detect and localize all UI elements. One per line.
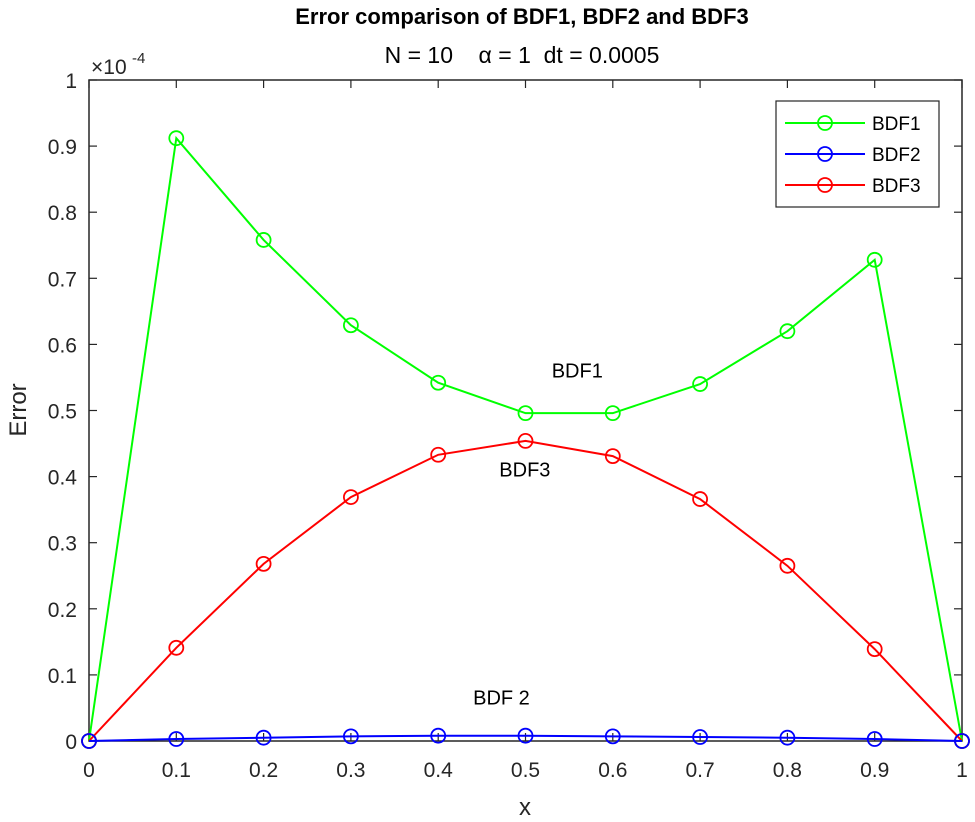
- chart-title: Error comparison of BDF1, BDF2 and BDF3: [295, 4, 749, 29]
- data-point-marker: [604, 448, 621, 465]
- data-point-marker: [517, 433, 534, 449]
- chart-subtitle: N = 10 α = 1 dt = 0.0005: [385, 42, 660, 68]
- y-tick-label: 0.3: [48, 533, 77, 556]
- y-axis-ticks: 0 0.1 0.2 0.3 0.4 0.5 0.6 0.7 0.8 0.9 1: [48, 70, 962, 754]
- annotation-label: BDF 2: [473, 688, 530, 710]
- x-axis-label: x: [519, 794, 531, 821]
- data-point-marker: [866, 641, 883, 658]
- data-point-marker: [342, 317, 359, 334]
- x-axis-ticks: 0 0.1 0.2 0.3 0.4 0.5 0.6 0.7 0.8 0.9 1: [83, 80, 968, 782]
- svg-text:×10: ×10: [91, 56, 127, 79]
- x-tick-label: 0.9: [860, 759, 889, 782]
- x-tick-label: 0.4: [424, 759, 454, 782]
- data-point-marker: [692, 491, 708, 507]
- data-point-marker: [779, 729, 796, 746]
- y-tick-label: 0.5: [48, 401, 77, 424]
- data-point-marker: [255, 232, 272, 248]
- data-point-marker: [342, 489, 359, 505]
- legend-marker-icon: [817, 115, 833, 131]
- data-point-marker: [255, 729, 272, 746]
- data-point-marker: [604, 728, 621, 745]
- data-point-marker: [779, 557, 796, 574]
- data-point-marker: [81, 733, 97, 749]
- series-line: [88, 439, 963, 742]
- data-point-marker: [692, 376, 708, 392]
- x-tick-label: 0: [83, 759, 95, 782]
- data-point-marker: [866, 731, 883, 747]
- data-point-marker: [692, 729, 708, 745]
- legend-marker-icon: [817, 146, 833, 162]
- legend-item-bdf3: BDF3: [785, 176, 921, 197]
- y-tick-label: 0.9: [48, 136, 77, 159]
- legend-label: BDF1: [872, 114, 921, 135]
- data-series: [81, 130, 970, 749]
- x-tick-label: 1: [956, 759, 968, 782]
- x-tick-label: 0.3: [336, 759, 365, 782]
- data-point-marker: [430, 446, 447, 463]
- chart-annotations: BDF1 BDF3 BDF 2: [473, 360, 603, 709]
- x-tick-label: 0.1: [162, 759, 191, 782]
- legend: BDF1 BDF2 BDF3: [775, 100, 940, 208]
- series-line: [88, 734, 963, 742]
- y-tick-label: 0.6: [48, 334, 77, 357]
- legend-item-bdf2: BDF2: [785, 145, 921, 166]
- data-point-marker: [168, 731, 185, 747]
- svg-text:-4: -4: [132, 50, 145, 67]
- y-exponent-label: ×10 -4: [91, 50, 145, 79]
- data-point-marker: [430, 374, 447, 391]
- data-point-marker: [866, 251, 883, 268]
- data-point-marker: [517, 727, 534, 744]
- x-tick-label: 0.5: [511, 759, 540, 782]
- annotation-label: BDF1: [552, 360, 603, 382]
- y-tick-label: 0.2: [48, 599, 77, 622]
- series-line: [88, 135, 963, 742]
- data-point-marker: [954, 733, 970, 749]
- legend-item-bdf1: BDF1: [785, 114, 921, 135]
- x-tick-label: 0.2: [249, 759, 278, 782]
- y-tick-label: 1: [65, 70, 77, 93]
- y-tick-label: 0.8: [48, 202, 77, 225]
- data-point-marker: [779, 323, 796, 340]
- y-tick-label: 0.1: [48, 665, 77, 688]
- data-point-marker: [168, 130, 185, 147]
- data-point-marker: [604, 405, 621, 422]
- data-point-marker: [517, 405, 534, 422]
- x-tick-label: 0.7: [685, 759, 714, 782]
- legend-label: BDF3: [872, 176, 921, 197]
- series-bdf2: [81, 727, 970, 749]
- y-tick-label: 0.7: [48, 268, 77, 291]
- x-tick-label: 0.8: [773, 759, 802, 782]
- y-tick-label: 0: [65, 731, 77, 754]
- legend-label: BDF2: [872, 145, 921, 166]
- y-tick-label: 0.4: [48, 467, 78, 490]
- series-bdf3: [81, 433, 970, 749]
- x-tick-label: 0.6: [598, 759, 627, 782]
- data-point-marker: [342, 728, 359, 745]
- y-axis-label: Error: [5, 383, 32, 436]
- data-point-marker: [255, 555, 272, 572]
- annotation-label: BDF3: [499, 460, 550, 482]
- data-point-marker: [168, 639, 185, 656]
- legend-marker-icon: [817, 177, 833, 193]
- data-point-marker: [430, 727, 447, 744]
